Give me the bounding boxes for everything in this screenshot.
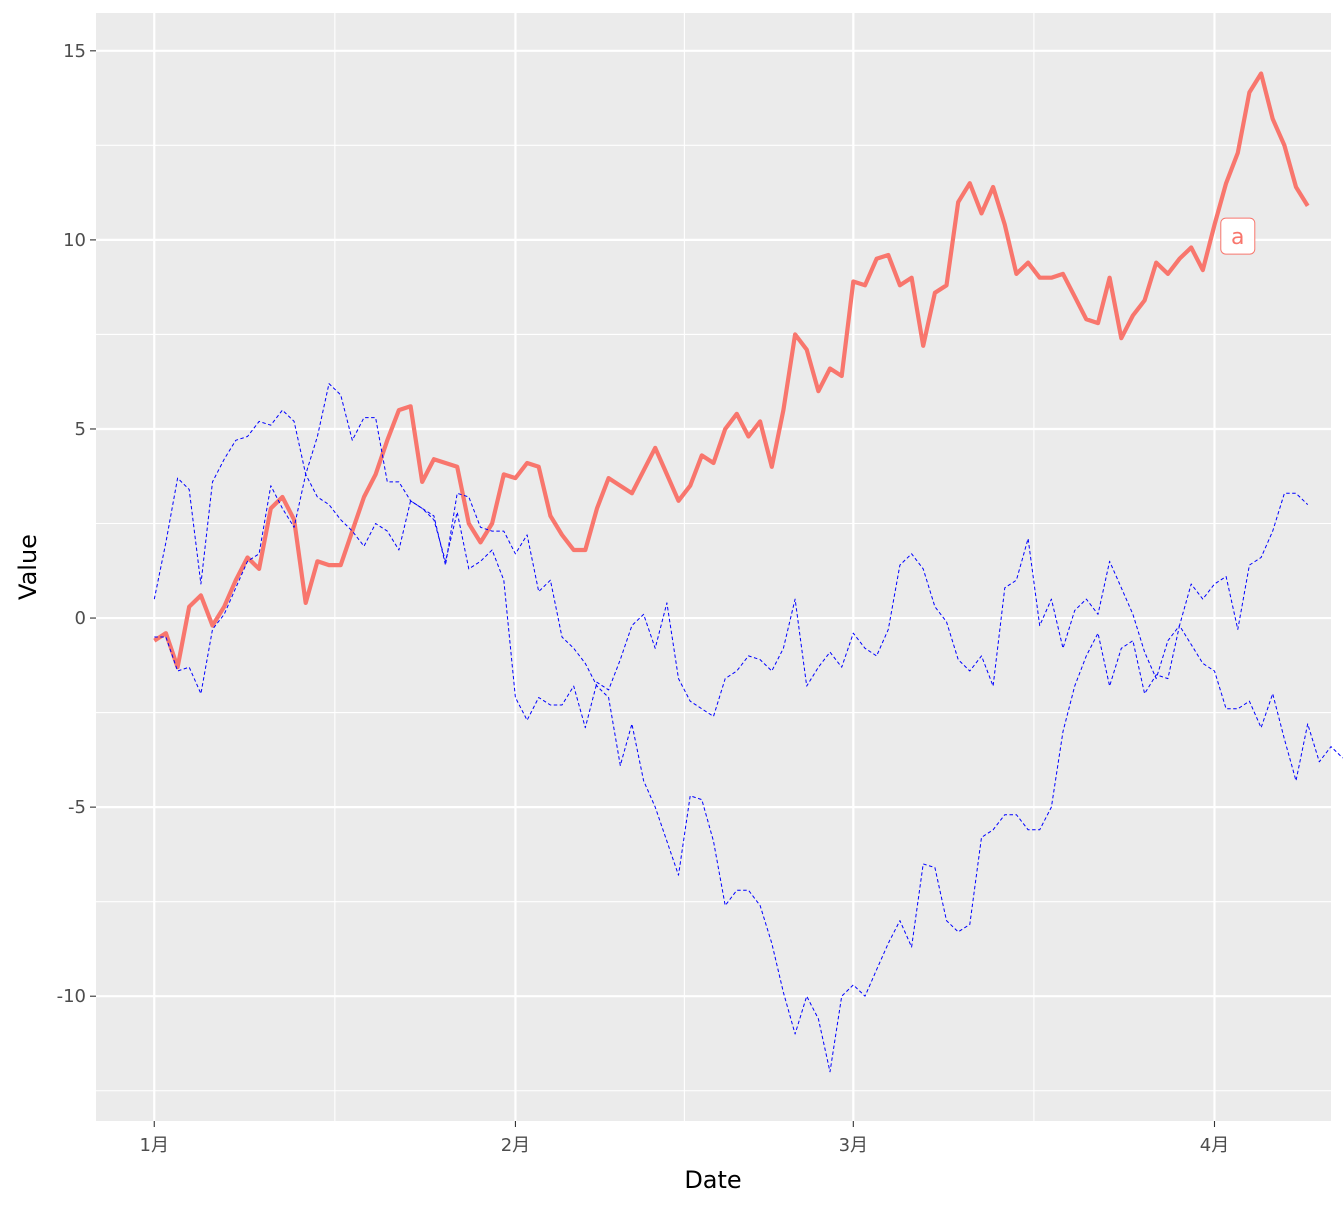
grid-minor	[96, 13, 1331, 1121]
x-tick-label: 1月	[140, 1135, 169, 1156]
grid-major	[96, 13, 1331, 1121]
annotation-box	[1220, 217, 1256, 255]
x-tick-label: 2月	[501, 1135, 530, 1156]
y-tick-label: 5	[75, 419, 86, 440]
annotation-layer: a	[1220, 217, 1256, 255]
axis-ticks	[90, 50, 1216, 1127]
tick-labels: -10 -5 0 5 10 15 1月 2月 3月 4月	[57, 41, 1230, 1156]
y-tick-label: 10	[63, 230, 86, 251]
y-tick-label: 15	[63, 41, 86, 62]
y-tick-label: -5	[68, 797, 86, 818]
series-layer	[153, 71, 1344, 1073]
x-tick-label: 4月	[1200, 1135, 1229, 1156]
y-tick-label: 0	[75, 608, 86, 629]
x-axis-title: Date	[684, 1166, 741, 1194]
series-line-1	[153, 71, 1310, 670]
y-axis-title: Value	[14, 534, 42, 600]
panel-background	[96, 13, 1331, 1121]
annotation-label: a	[1231, 225, 1244, 250]
x-tick-label: 3月	[839, 1135, 868, 1156]
y-tick-label: -10	[57, 986, 86, 1007]
